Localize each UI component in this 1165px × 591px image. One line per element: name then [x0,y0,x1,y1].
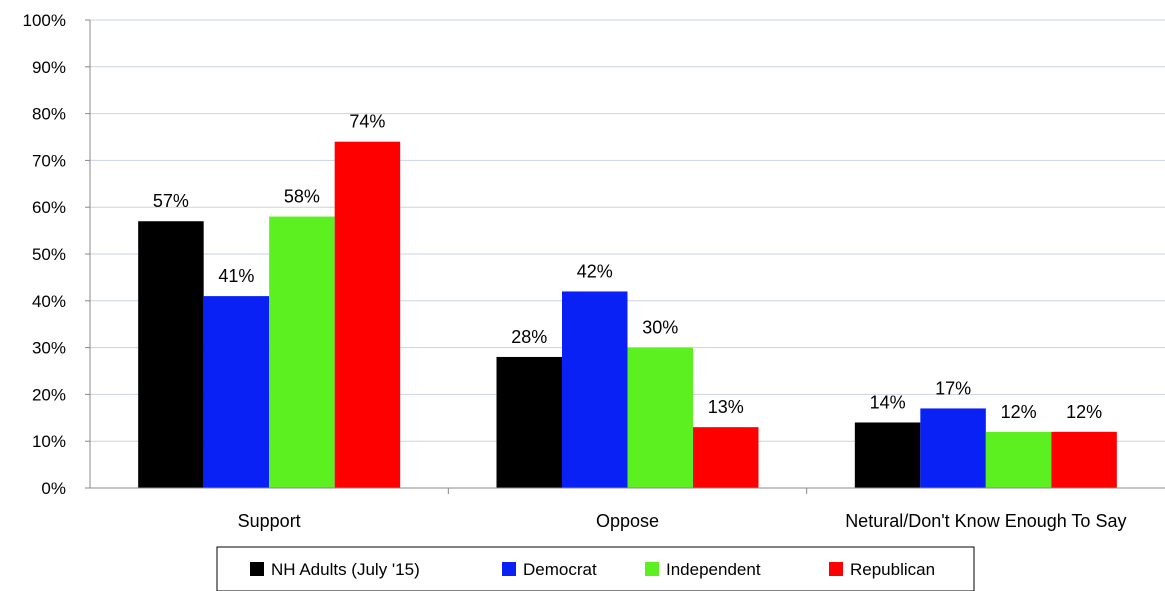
data-label: 12% [1066,402,1102,422]
y-tick-label: 80% [32,105,66,124]
legend-swatch [645,562,659,576]
category-label: Support [238,511,301,531]
bar [1051,431,1117,488]
y-tick-label: 10% [32,432,66,451]
data-label: 17% [935,378,971,398]
y-tick-label: 50% [32,245,66,264]
data-label: 57% [153,191,189,211]
bar [920,408,986,488]
data-label: 13% [708,397,744,417]
data-label: 42% [577,261,613,281]
data-label: 12% [1001,402,1037,422]
bar [496,356,562,488]
legend-swatch [250,562,264,576]
data-label: 58% [284,187,320,207]
legend-label: Republican [850,560,935,579]
bar [269,216,335,488]
y-tick-label: 30% [32,339,66,358]
legend-swatch [829,562,843,576]
legend-label: NH Adults (July '15) [271,560,420,579]
category-labels: Support Oppose Netural/Don't Know Enough T… [238,511,1127,531]
legend: NH Adults (July '15) Democrat Independent R… [216,546,975,591]
y-tick-label: 20% [32,385,66,404]
data-label: 74% [349,112,385,132]
data-label: 30% [642,318,678,338]
bar [203,296,270,488]
y-tick-label: 70% [32,151,66,170]
data-label: 41% [218,266,254,286]
bar [693,427,759,488]
axes [85,19,1165,494]
legend-label: Independent [666,560,761,579]
category-label: Oppose [596,511,659,531]
bar [985,431,1052,488]
y-tick-label: 40% [32,292,66,311]
y-tick-label: 60% [32,198,66,217]
bar [854,422,921,488]
y-tick-label: 90% [32,58,66,77]
y-tick-label: 0% [41,479,66,498]
bar [627,347,693,488]
bar [334,141,401,488]
bar [562,291,628,488]
y-axis-tick-labels: 0% 10% 20% 30% 40% 50% 60% 70% 80% 90% 100% [23,11,66,498]
legend-swatch [502,562,516,576]
data-label: 14% [870,392,906,412]
y-tick-label: 100% [23,11,66,30]
data-label: 28% [511,327,547,347]
bars [138,141,1117,489]
data-labels: 57% 41% 58% 74% 28% 42% 30% 13% 14% 17% 12% 12% [153,112,1102,422]
legend-box [216,546,975,591]
legend-label: Democrat [523,560,597,579]
category-label: Netural/Don't Know Enough To Say [845,511,1126,531]
bar [138,221,204,489]
